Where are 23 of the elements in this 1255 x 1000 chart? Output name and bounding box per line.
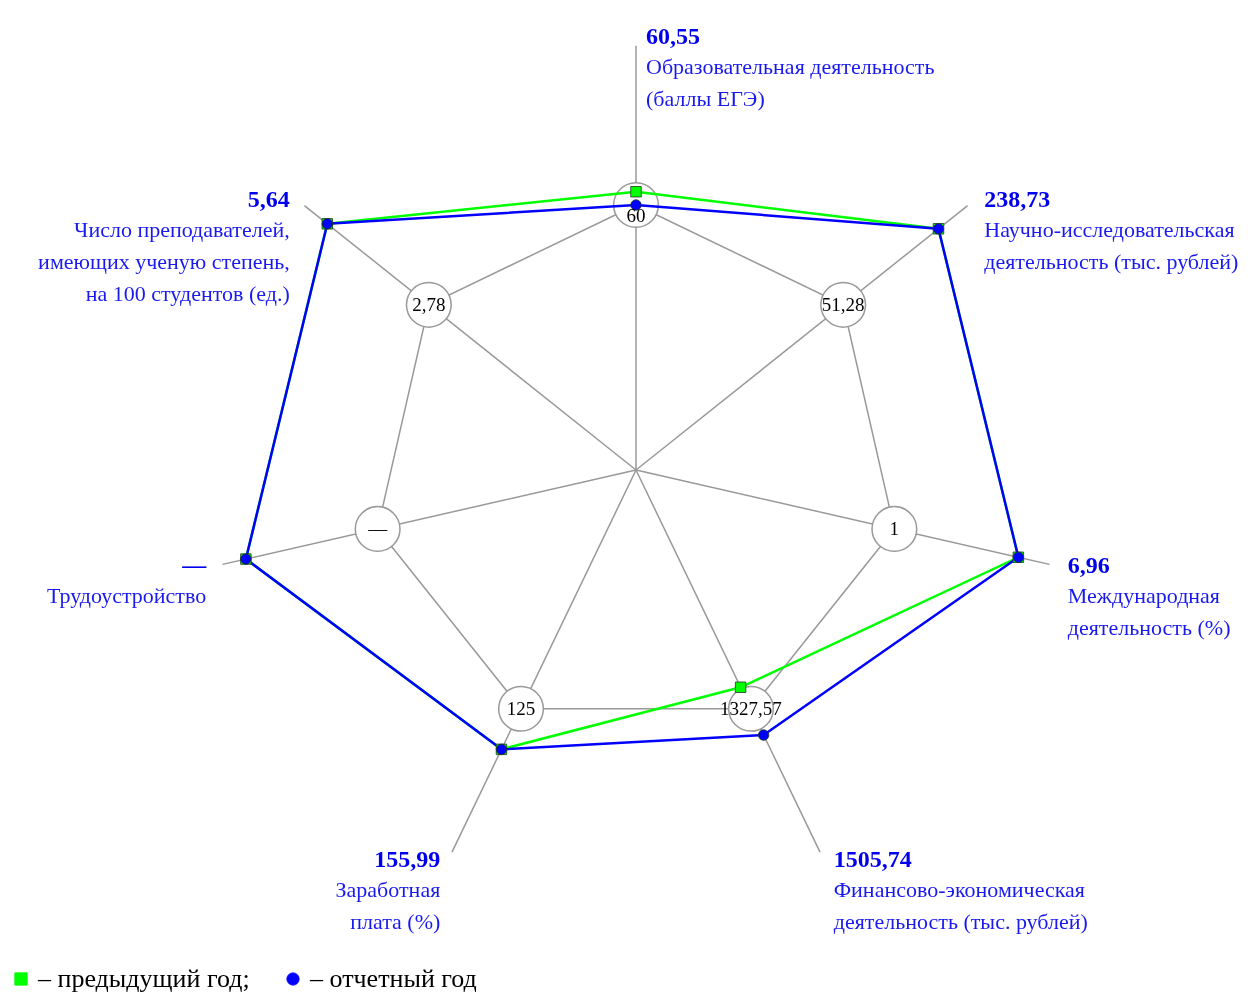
text: 6,96	[1067, 552, 1110, 579]
spoke-label: Научно-исследовательская деятельность (тыс. рублей)	[984, 217, 1239, 275]
spoke-label: Число преподавателей, имеющих ученую степень, на 100 студентов (ед.)	[38, 217, 290, 307]
text: 51,28	[821, 293, 865, 315]
legend-label: – предыдущий год;	[37, 964, 250, 993]
text: 155,99	[374, 845, 441, 872]
text: 125	[506, 697, 536, 719]
legend-label: – отчетный год	[309, 964, 477, 993]
text: —	[368, 517, 388, 539]
text: 2,78	[412, 293, 446, 315]
spoke-label: Образовательная деятельность (баллы ЕГЭ)	[646, 54, 935, 112]
text: 60,55	[646, 23, 700, 50]
spoke-label: Международная деятельность (%)	[1067, 583, 1231, 641]
text: 1505,74	[833, 845, 912, 872]
text: 5,64	[247, 186, 290, 213]
text: —	[182, 552, 207, 579]
spoke-label: Финансово-экономическая деятельность (тыс. рублей)	[833, 876, 1088, 934]
text: 1	[889, 517, 900, 539]
spoke-label: Трудоустройство	[46, 583, 207, 609]
text: 60	[626, 205, 646, 226]
spoke-label: Заработная плата (%)	[335, 876, 441, 934]
text: 1327,57	[720, 697, 782, 719]
text: 238,73	[984, 186, 1051, 213]
